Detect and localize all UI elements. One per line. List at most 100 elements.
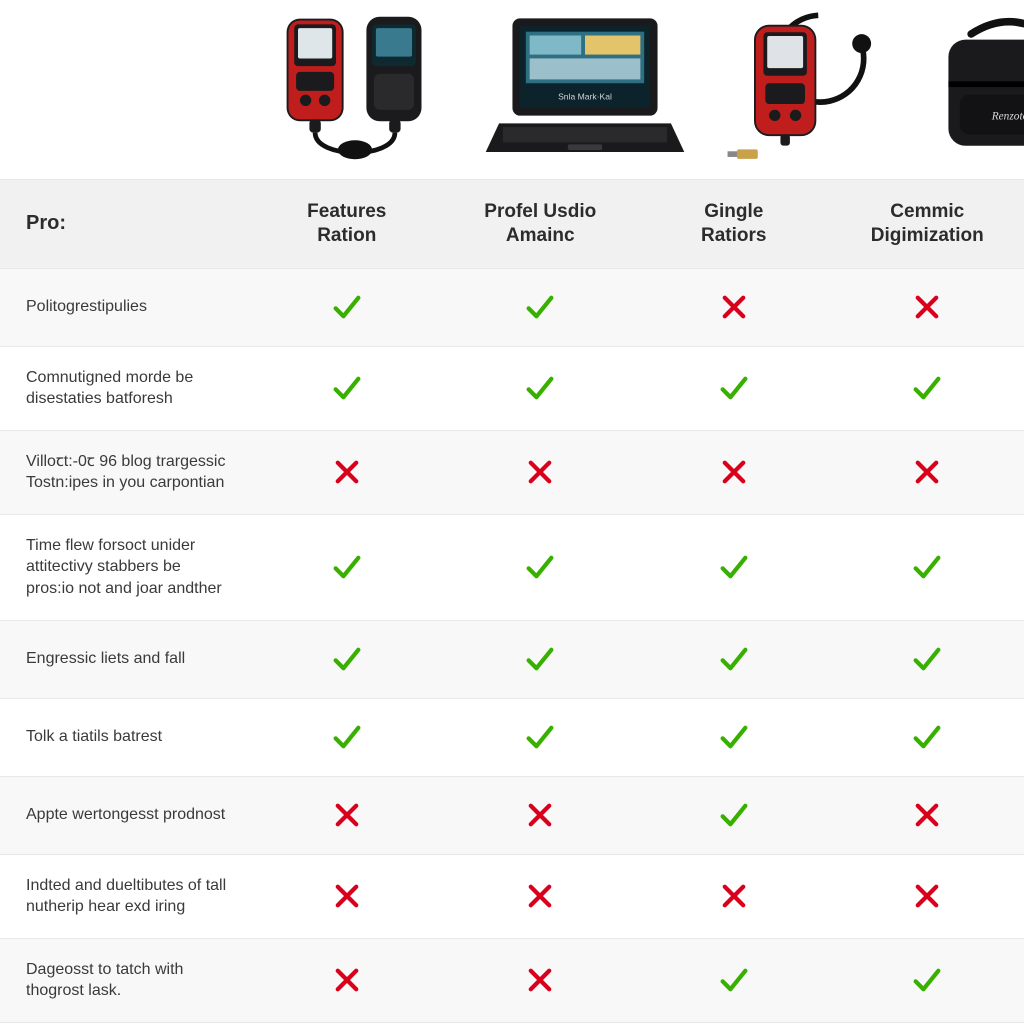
check-cell xyxy=(444,699,638,777)
check-icon xyxy=(523,550,557,584)
check-icon xyxy=(330,290,364,324)
row-label: Dageosst to tatch with thogrost lask. xyxy=(0,939,250,1023)
cross-cell xyxy=(444,777,638,855)
check-cell xyxy=(250,347,444,431)
cross-cell xyxy=(250,431,444,515)
check-icon xyxy=(717,798,751,832)
check-cell xyxy=(250,269,444,347)
check-icon xyxy=(910,720,944,754)
cross-icon xyxy=(910,879,944,913)
scanner-pair-icon xyxy=(260,3,450,173)
column-header: Gingle Ratiors xyxy=(637,180,831,269)
check-cell xyxy=(444,621,638,699)
check-icon xyxy=(717,371,751,405)
cross-cell xyxy=(831,855,1024,939)
cross-icon xyxy=(330,879,364,913)
svg-text:Renzoto: Renzoto xyxy=(991,110,1024,122)
cross-cell xyxy=(250,855,444,939)
check-icon xyxy=(717,642,751,676)
check-cell xyxy=(831,939,1024,1023)
carry-bag-icon: Renzoto xyxy=(920,3,1024,173)
cross-icon xyxy=(910,455,944,489)
check-icon xyxy=(330,550,364,584)
cross-icon xyxy=(523,879,557,913)
row-label: Politogrestipulies xyxy=(0,269,250,347)
check-cell xyxy=(831,515,1024,621)
cross-icon xyxy=(523,963,557,997)
check-icon xyxy=(523,290,557,324)
check-cell xyxy=(250,621,444,699)
check-cell xyxy=(637,515,831,621)
cross-icon xyxy=(717,290,751,324)
cross-cell xyxy=(250,777,444,855)
check-icon xyxy=(910,963,944,997)
column-header-line: Ration xyxy=(317,224,376,248)
laptop-icon: Snla Mark·Kal xyxy=(480,3,690,173)
product-image-laptop: Snla Mark·Kal xyxy=(480,3,690,173)
column-header: Profel Usdio Amainc xyxy=(444,180,638,269)
cross-icon xyxy=(330,963,364,997)
cross-icon xyxy=(910,290,944,324)
row-label: Indted and dueltibutes of tall nutherip … xyxy=(0,855,250,939)
row-label: Time flew forsoct unider attitectivy sta… xyxy=(0,515,250,621)
check-icon xyxy=(523,642,557,676)
cross-icon xyxy=(523,798,557,832)
check-cell xyxy=(444,347,638,431)
product-image-strip: Snla Mark·Kal Renzoto xyxy=(0,0,1024,180)
cross-icon xyxy=(523,455,557,489)
column-header-line: Gingle xyxy=(704,200,763,224)
check-cell xyxy=(831,347,1024,431)
column-header-line: Amainc xyxy=(506,224,575,248)
cross-icon xyxy=(717,879,751,913)
cross-cell xyxy=(444,855,638,939)
column-header-line: Features xyxy=(307,200,386,224)
cross-icon xyxy=(717,455,751,489)
cross-cell xyxy=(637,269,831,347)
column-header-line: Profel Usdio xyxy=(484,200,596,224)
cross-cell xyxy=(831,777,1024,855)
row-label: Appte wertongesst prodnost xyxy=(0,777,250,855)
svg-text:Snla Mark·Kal: Snla Mark·Kal xyxy=(558,91,612,101)
column-header-line: Digimization xyxy=(871,224,984,248)
check-cell xyxy=(250,515,444,621)
check-icon xyxy=(910,550,944,584)
row-label: Tolk a tiatils batrest xyxy=(0,699,250,777)
product-image-scanner-cable xyxy=(720,3,890,173)
column-header: Features Ration xyxy=(250,180,444,269)
check-cell xyxy=(444,269,638,347)
check-icon xyxy=(523,720,557,754)
cross-icon xyxy=(910,798,944,832)
check-icon xyxy=(330,642,364,676)
cross-icon xyxy=(330,798,364,832)
check-cell xyxy=(637,777,831,855)
check-cell xyxy=(637,699,831,777)
scanner-cable-icon xyxy=(720,3,890,173)
check-icon xyxy=(330,720,364,754)
row-label: Villoꞇt:-0ꞇ 96 blog trargessic Tostn:ipe… xyxy=(0,431,250,515)
row-label: Comnutigned morde be disestaties batfore… xyxy=(0,347,250,431)
check-icon xyxy=(717,720,751,754)
check-cell xyxy=(250,699,444,777)
row-label-header: Pro: xyxy=(0,180,250,269)
check-cell xyxy=(637,939,831,1023)
cross-cell xyxy=(831,269,1024,347)
check-cell xyxy=(637,621,831,699)
cross-cell xyxy=(637,431,831,515)
cross-cell xyxy=(250,939,444,1023)
cross-cell xyxy=(637,855,831,939)
comparison-table: Pro: Features Ration Profel Usdio Amainc… xyxy=(0,180,1024,1023)
check-icon xyxy=(523,371,557,405)
check-icon xyxy=(717,963,751,997)
check-cell xyxy=(444,515,638,621)
column-header: Cemmic Digimization xyxy=(831,180,1024,269)
cross-cell xyxy=(444,431,638,515)
check-icon xyxy=(910,642,944,676)
check-cell xyxy=(831,699,1024,777)
row-label: Engressic liets and fall xyxy=(0,621,250,699)
check-cell xyxy=(831,621,1024,699)
cross-cell xyxy=(831,431,1024,515)
check-cell xyxy=(637,347,831,431)
check-icon xyxy=(717,550,751,584)
product-image-carry-bag: Renzoto xyxy=(920,3,1024,173)
column-header-line: Ratiors xyxy=(701,224,766,248)
